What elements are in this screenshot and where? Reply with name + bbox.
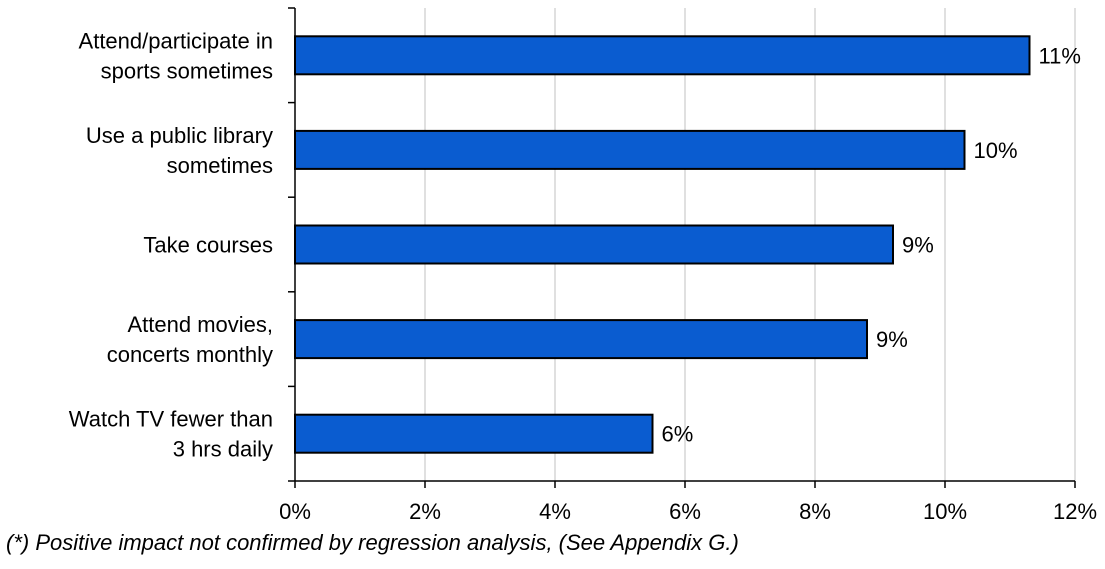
- bar-1: [294, 129, 966, 170]
- data-label-3: 9%: [876, 327, 908, 352]
- category-label-line: Use a public library: [86, 123, 273, 148]
- x-tick-label-1: 2%: [409, 499, 441, 524]
- x-tick-label-0: 0%: [279, 499, 311, 524]
- category-label-line: sometimes: [167, 153, 273, 178]
- category-label-line: Take courses: [143, 233, 273, 258]
- bar-4: [294, 413, 654, 454]
- category-label-line: Attend movies,: [127, 312, 273, 337]
- category-label-line: Attend/participate in: [79, 28, 273, 53]
- category-label-2: Take courses: [143, 233, 273, 258]
- bar-chart: 11% 10% 9% 9% 6% 0% 2% 4% 6% 8% 10% 12% Attend/parti…: [69, 7, 1097, 524]
- x-tick-label-6: 12%: [1053, 499, 1097, 524]
- x-tick-label-4: 8%: [799, 499, 831, 524]
- bar-0: [294, 35, 1031, 76]
- category-label-line: 3 hrs daily: [173, 437, 273, 462]
- data-label-2: 9%: [902, 233, 934, 258]
- category-label-line: Watch TV fewer than: [69, 407, 273, 432]
- data-label-1: 10%: [974, 138, 1018, 163]
- x-tick-label-3: 6%: [669, 499, 701, 524]
- x-tick-label-5: 10%: [923, 499, 967, 524]
- category-label-line: sports sometimes: [101, 58, 273, 83]
- category-label-line: concerts monthly: [107, 342, 273, 367]
- category-label-0: Attend/participate in sports sometimes: [79, 28, 273, 83]
- category-label-3: Attend movies, concerts monthly: [107, 312, 273, 367]
- bar-2: [294, 224, 894, 265]
- category-label-1: Use a public library sometimes: [86, 123, 273, 178]
- footnote: (*) Positive impact not confirmed by reg…: [6, 530, 739, 555]
- x-tick-label-2: 4%: [539, 499, 571, 524]
- data-label-0: 11%: [1039, 43, 1081, 68]
- category-label-4: Watch TV fewer than 3 hrs daily: [69, 407, 273, 462]
- bar-3: [294, 319, 868, 360]
- data-label-4: 6%: [662, 422, 694, 447]
